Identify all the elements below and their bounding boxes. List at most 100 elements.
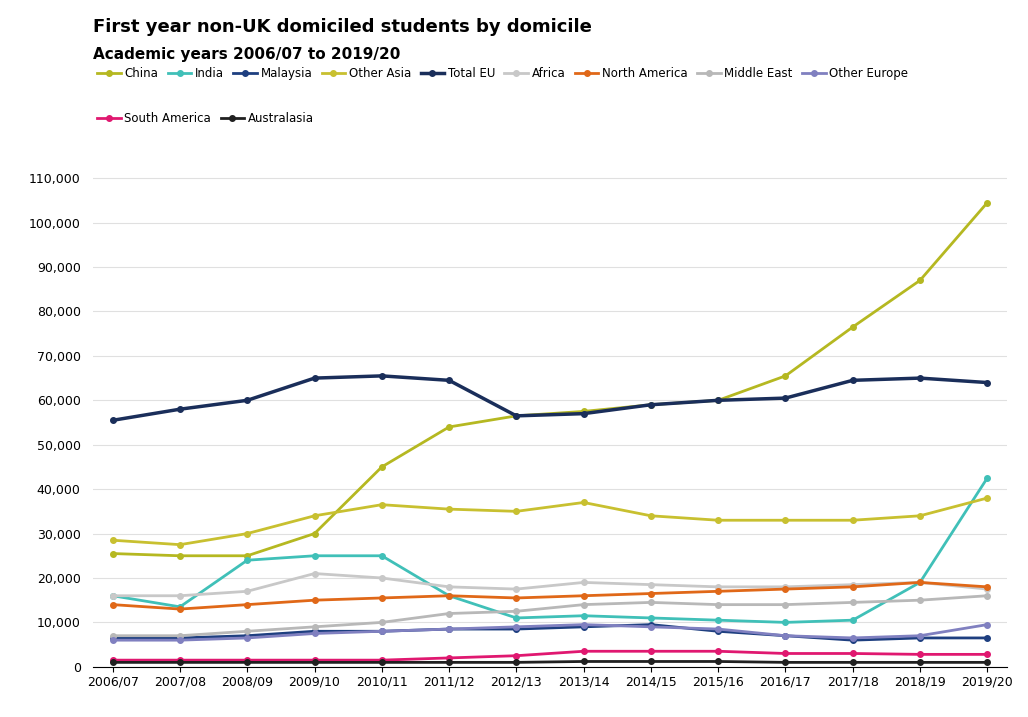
Total EU bbox=[578, 409, 590, 418]
Africa bbox=[443, 582, 455, 591]
North America bbox=[578, 592, 590, 600]
Malaysia bbox=[242, 632, 254, 640]
North America bbox=[308, 596, 321, 604]
Other Asia bbox=[914, 511, 926, 520]
China bbox=[914, 276, 926, 285]
Malaysia bbox=[578, 622, 590, 631]
Middle East bbox=[308, 622, 321, 631]
India bbox=[242, 556, 254, 564]
Middle East bbox=[174, 632, 186, 640]
China bbox=[578, 407, 590, 416]
Other Europe bbox=[578, 620, 590, 629]
Line: India: India bbox=[110, 475, 990, 625]
Middle East bbox=[846, 598, 858, 607]
South America bbox=[308, 656, 321, 665]
South America bbox=[914, 650, 926, 659]
Other Asia bbox=[443, 505, 455, 513]
Africa bbox=[846, 580, 858, 589]
South America bbox=[510, 652, 522, 660]
Other Asia bbox=[375, 500, 388, 509]
India bbox=[914, 578, 926, 587]
Africa bbox=[174, 592, 186, 600]
China bbox=[981, 199, 993, 207]
Other Asia bbox=[308, 511, 321, 520]
Other Europe bbox=[712, 625, 725, 633]
South America bbox=[981, 650, 993, 659]
North America bbox=[510, 594, 522, 602]
Middle East bbox=[578, 600, 590, 609]
Other Europe bbox=[443, 625, 455, 633]
China bbox=[645, 401, 657, 409]
Australasia bbox=[914, 658, 926, 667]
China bbox=[308, 529, 321, 538]
Total EU bbox=[510, 412, 522, 420]
Other Asia bbox=[712, 516, 725, 525]
North America bbox=[712, 587, 725, 596]
North America bbox=[443, 592, 455, 600]
India bbox=[578, 612, 590, 620]
Total EU bbox=[174, 405, 186, 414]
India bbox=[174, 602, 186, 611]
Total EU bbox=[712, 396, 725, 404]
North America bbox=[846, 582, 858, 591]
Total EU bbox=[308, 374, 321, 382]
Africa bbox=[779, 582, 792, 591]
Malaysia bbox=[308, 627, 321, 635]
Other Asia bbox=[578, 498, 590, 507]
Africa bbox=[914, 578, 926, 587]
South America bbox=[779, 649, 792, 657]
India bbox=[510, 614, 522, 622]
South America bbox=[645, 647, 657, 655]
South America bbox=[846, 649, 858, 657]
Text: Academic years 2006/07 to 2019/20: Academic years 2006/07 to 2019/20 bbox=[93, 47, 400, 62]
Middle East bbox=[981, 592, 993, 600]
Other Europe bbox=[914, 632, 926, 640]
Line: North America: North America bbox=[110, 579, 990, 612]
Other Europe bbox=[779, 632, 792, 640]
Australasia bbox=[712, 657, 725, 666]
Australasia bbox=[308, 658, 321, 667]
Australasia bbox=[242, 658, 254, 667]
Australasia bbox=[375, 658, 388, 667]
Malaysia bbox=[645, 620, 657, 629]
Middle East bbox=[107, 632, 119, 640]
Malaysia bbox=[375, 627, 388, 635]
South America bbox=[375, 656, 388, 665]
Total EU bbox=[846, 376, 858, 384]
Australasia bbox=[443, 658, 455, 667]
Australasia bbox=[107, 658, 119, 667]
Other Asia bbox=[645, 511, 657, 520]
Malaysia bbox=[107, 634, 119, 642]
China bbox=[510, 412, 522, 420]
China bbox=[107, 549, 119, 558]
Total EU bbox=[375, 371, 388, 380]
Middle East bbox=[375, 618, 388, 627]
Other Asia bbox=[846, 516, 858, 525]
Line: Africa: Africa bbox=[110, 571, 990, 599]
Legend: South America, Australasia: South America, Australasia bbox=[93, 108, 319, 130]
Malaysia bbox=[443, 625, 455, 633]
Malaysia bbox=[914, 634, 926, 642]
South America bbox=[174, 656, 186, 665]
China bbox=[375, 462, 388, 471]
Africa bbox=[107, 592, 119, 600]
Other Europe bbox=[645, 622, 657, 631]
South America bbox=[107, 656, 119, 665]
Line: Other Europe: Other Europe bbox=[110, 622, 990, 643]
Line: Malaysia: Malaysia bbox=[110, 622, 990, 643]
Other Europe bbox=[846, 634, 858, 642]
Total EU bbox=[107, 416, 119, 424]
Africa bbox=[308, 569, 321, 578]
China bbox=[242, 551, 254, 560]
Africa bbox=[375, 574, 388, 582]
Australasia bbox=[578, 657, 590, 666]
Total EU bbox=[645, 401, 657, 409]
Australasia bbox=[510, 658, 522, 667]
China bbox=[443, 422, 455, 431]
India bbox=[375, 551, 388, 560]
Middle East bbox=[645, 598, 657, 607]
North America bbox=[914, 578, 926, 587]
China bbox=[779, 371, 792, 380]
Other Asia bbox=[981, 494, 993, 503]
Middle East bbox=[914, 596, 926, 604]
